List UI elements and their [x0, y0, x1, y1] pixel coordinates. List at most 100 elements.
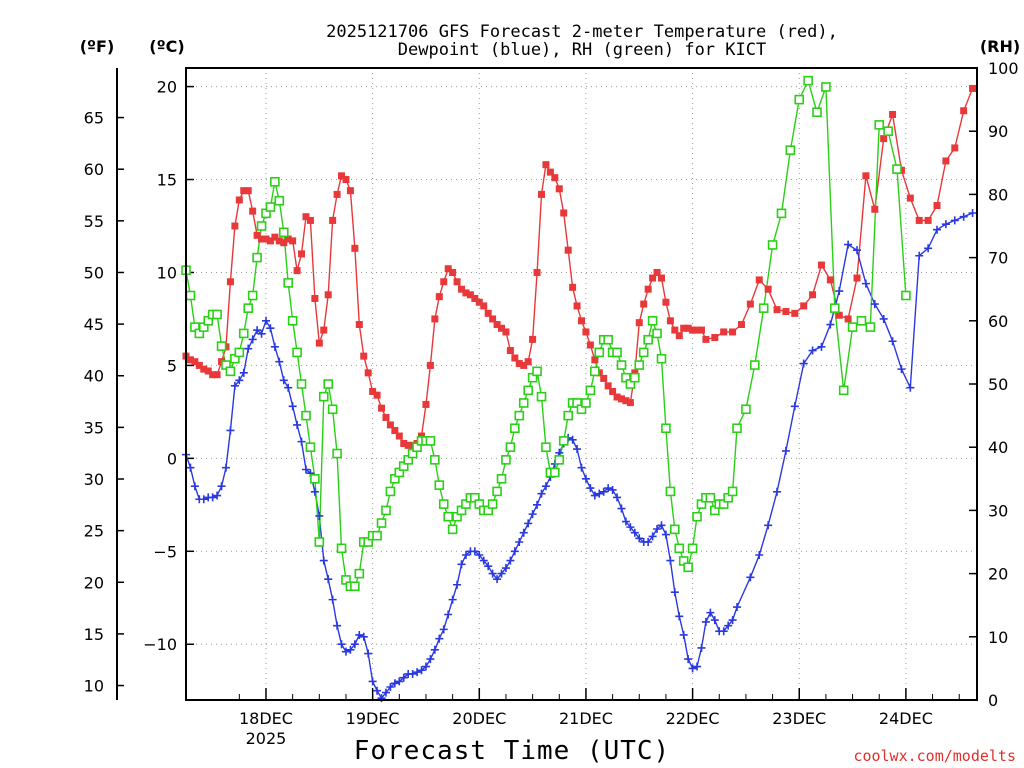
dewpoint-point [541, 482, 550, 491]
temperature-point [729, 328, 737, 336]
temperature-point [244, 187, 252, 195]
rh-point [692, 511, 702, 522]
rh-point [536, 391, 547, 402]
dewpoint-point [613, 493, 622, 502]
rh-point [292, 347, 302, 358]
dewpoint-point [248, 335, 257, 344]
rh-point [705, 492, 716, 503]
temperature-point [889, 110, 897, 118]
dewpoint-point [733, 603, 742, 612]
dewpoint-point [524, 519, 533, 528]
rh-point [674, 543, 685, 554]
temperature-point [546, 168, 554, 176]
dewpoint-point [586, 484, 595, 493]
rh-point [314, 537, 325, 547]
rh-point [385, 486, 396, 497]
rh-point [785, 145, 796, 155]
rh-point [505, 442, 516, 453]
dewpoint-point [684, 655, 693, 664]
temperature-point [835, 311, 843, 319]
dewpoint-markers [182, 208, 977, 703]
rh-point [487, 499, 498, 509]
temperature-point [626, 399, 634, 407]
source-credit: coolwx.com/modelts [853, 747, 1016, 765]
temperature-point [249, 207, 257, 215]
dewpoint-point [270, 342, 279, 351]
f-tick-label: 30 [84, 470, 104, 489]
rh-tick-label: 80 [988, 185, 1008, 204]
c-tick-label: 5 [167, 356, 177, 375]
rh-point [821, 82, 831, 92]
dewpoint-point [444, 610, 453, 619]
dewpoint-point [581, 474, 590, 483]
rh-point [265, 202, 276, 212]
rh-point [558, 436, 569, 446]
temperature-point [400, 439, 408, 447]
rh-point [514, 410, 525, 421]
rh-point [585, 385, 596, 396]
rh-point [590, 366, 600, 377]
date-tick-label: 22DEC [666, 709, 720, 728]
rh-point [812, 107, 822, 118]
dewpoint-point [417, 666, 426, 675]
dewpoint-point [675, 612, 684, 621]
rh-point [523, 385, 533, 396]
temperature-point [391, 426, 399, 434]
dewpoint-point [706, 608, 715, 617]
temperature-point [578, 317, 585, 325]
rh-unit-label: (RH) [980, 37, 1020, 56]
rh-tick-label: 40 [988, 438, 1008, 457]
dewpoint-point [746, 573, 755, 582]
rh-tick-label: 10 [988, 628, 1008, 647]
dewpoint-point [817, 342, 826, 351]
rh-point [381, 505, 391, 516]
dewpoint-point [319, 556, 328, 565]
dewpoint-point [399, 673, 408, 682]
dewpoint-point [324, 575, 333, 584]
dewpoint-point [666, 556, 675, 565]
temperature-point [697, 326, 705, 334]
temperature-point [915, 216, 923, 224]
temperature-point [942, 157, 950, 165]
dewpoint-point [764, 521, 773, 530]
f-tick-label: 20 [84, 573, 104, 592]
rh-point [510, 423, 520, 434]
dewpoint-point [413, 668, 422, 677]
temperature-point [426, 361, 434, 369]
temperature-point [275, 237, 283, 245]
temperature-point [586, 341, 594, 349]
temperature-point [262, 235, 270, 243]
rh-point [438, 499, 449, 509]
dewpoint-point [573, 445, 582, 454]
dewpoint-point [479, 556, 488, 565]
dewpoint-point [261, 316, 270, 325]
rh-point [278, 227, 289, 238]
dewpoint-point [533, 500, 542, 509]
temperature-point [746, 300, 754, 308]
c-tick-label: 0 [167, 449, 177, 468]
rh-point [727, 486, 738, 497]
dewpoint-point [355, 630, 364, 639]
dewpoint-point [333, 621, 342, 630]
rh-point [501, 455, 511, 465]
date-tick-label: 24DEC [879, 709, 933, 728]
temperature-point [662, 298, 670, 306]
temperature-point [404, 441, 412, 449]
celsius-unit-label: (ºC) [149, 37, 184, 56]
dewpoint-point [328, 595, 337, 604]
temperature-point [782, 308, 790, 316]
dewpoint-point [373, 686, 382, 695]
temperature-point [369, 387, 377, 395]
rh-point [434, 480, 445, 490]
dewpoint-point [888, 337, 897, 346]
temperature-point [480, 302, 488, 310]
dewpoint-point [661, 530, 670, 539]
temperature-point [617, 395, 625, 403]
temperature-point [960, 107, 968, 115]
dewpoint-point [190, 482, 199, 491]
dewpoint-point [728, 616, 737, 625]
dewpoint-point [879, 314, 888, 323]
temperature-point [320, 326, 328, 334]
temperature-point [226, 278, 234, 286]
dewpoint-point [346, 645, 355, 654]
